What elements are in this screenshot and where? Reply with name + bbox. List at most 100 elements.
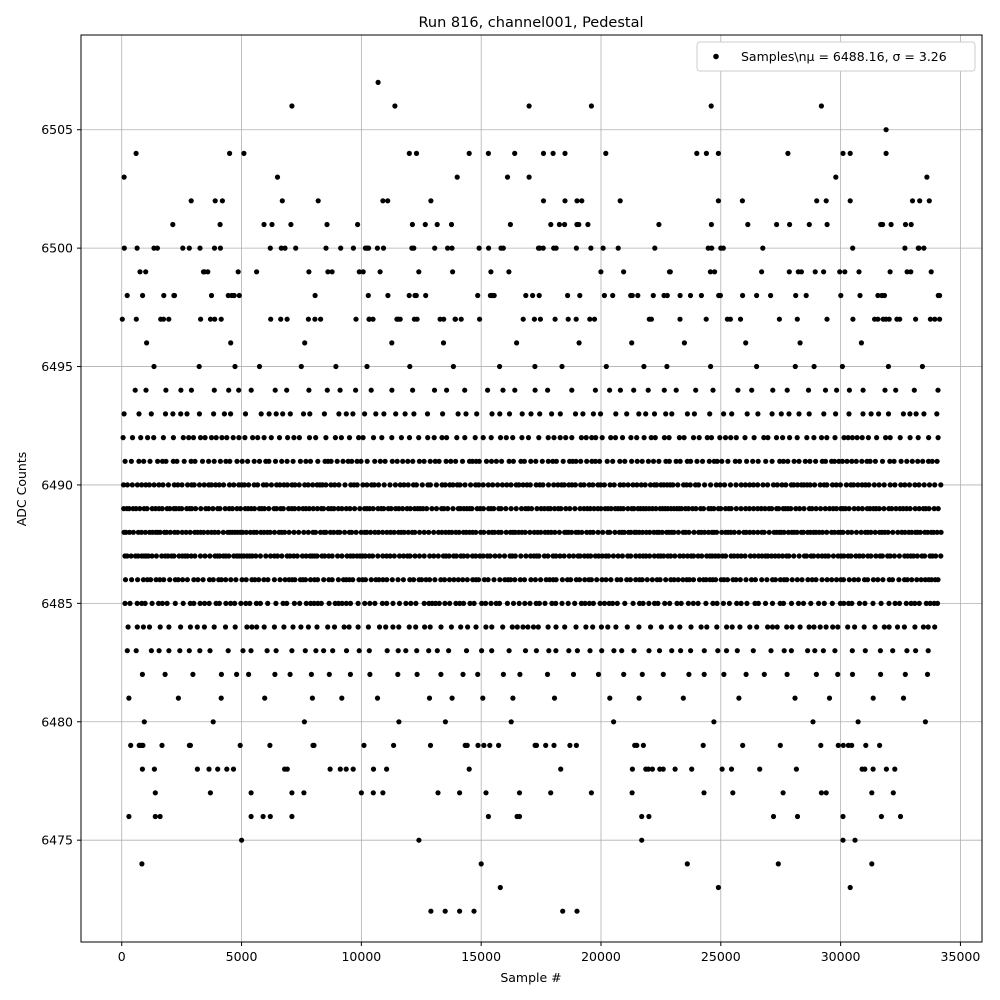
data-point	[276, 435, 283, 441]
data-point	[724, 624, 730, 630]
data-point	[331, 529, 337, 535]
outlier-point	[485, 150, 491, 156]
data-point	[471, 600, 477, 607]
data-point	[142, 600, 148, 607]
data-point	[483, 600, 489, 607]
data-point	[572, 600, 578, 607]
data-point	[598, 624, 605, 630]
x-tick-label: 20000	[581, 949, 621, 964]
data-point	[284, 458, 290, 464]
data-point	[673, 458, 679, 464]
data-point	[258, 411, 264, 417]
data-point	[216, 600, 222, 607]
data-point	[156, 482, 162, 488]
data-point	[390, 624, 396, 630]
data-point	[935, 435, 941, 441]
outlier-point	[241, 150, 247, 156]
data-point	[738, 506, 744, 512]
data-point	[134, 600, 140, 607]
data-point	[677, 316, 683, 322]
data-point	[391, 742, 397, 749]
data-point	[528, 458, 534, 464]
data-point	[677, 624, 683, 630]
data-point	[321, 411, 327, 417]
data-point	[825, 553, 832, 559]
data-point	[591, 506, 597, 512]
plot-frame	[80, 34, 983, 943]
data-point	[432, 245, 438, 251]
data-point	[791, 553, 797, 559]
data-point	[925, 529, 931, 535]
data-point	[721, 671, 727, 678]
data-point	[892, 766, 898, 772]
data-point	[776, 506, 782, 512]
data-point	[855, 506, 861, 512]
data-point	[480, 553, 486, 559]
data-point	[294, 553, 300, 559]
data-point	[506, 411, 513, 417]
data-point	[180, 577, 186, 583]
data-point	[781, 648, 787, 654]
data-point	[230, 766, 237, 772]
data-point	[392, 482, 398, 488]
data-point	[578, 600, 585, 607]
data-point	[193, 506, 199, 512]
data-point	[268, 316, 274, 322]
data-point	[292, 577, 298, 583]
data-point	[487, 553, 493, 559]
data-point	[504, 600, 510, 607]
data-point	[610, 458, 616, 464]
data-point	[846, 506, 852, 512]
data-point	[186, 648, 192, 654]
data-point	[841, 435, 847, 441]
data-point	[391, 553, 397, 559]
outlier-point	[385, 198, 391, 204]
data-point	[876, 482, 882, 488]
data-point	[870, 600, 876, 607]
data-point	[303, 458, 309, 464]
data-point	[450, 506, 456, 512]
data-point	[748, 577, 755, 583]
data-point	[740, 742, 746, 749]
data-point	[514, 340, 520, 346]
data-point	[217, 458, 223, 464]
data-point	[527, 482, 533, 488]
data-point	[641, 363, 647, 370]
data-point	[483, 458, 490, 464]
data-point	[760, 245, 766, 251]
data-point	[464, 553, 471, 559]
data-point	[529, 506, 535, 512]
data-point	[674, 600, 680, 607]
data-point	[218, 316, 224, 322]
data-point	[256, 458, 263, 464]
data-point	[614, 577, 620, 583]
data-point	[497, 435, 504, 441]
data-point	[639, 577, 645, 583]
data-point	[129, 482, 135, 488]
data-point	[226, 553, 232, 559]
data-point	[532, 387, 538, 393]
data-point	[343, 506, 349, 512]
data-point	[133, 506, 139, 512]
data-point	[189, 506, 195, 512]
legend-box	[696, 41, 976, 72]
data-point	[292, 482, 298, 488]
data-point	[322, 553, 328, 559]
data-point	[778, 411, 784, 417]
outlier-point	[478, 861, 484, 867]
data-point	[178, 411, 184, 417]
data-point	[395, 577, 401, 583]
data-point	[551, 435, 557, 441]
data-point	[765, 482, 771, 488]
data-point	[479, 600, 485, 607]
data-point	[207, 316, 214, 322]
data-point	[507, 221, 513, 228]
data-point	[599, 577, 605, 583]
outlier-point	[574, 908, 580, 914]
data-point	[465, 624, 471, 630]
data-point	[336, 482, 342, 488]
data-point	[237, 506, 244, 512]
data-point	[595, 529, 601, 535]
data-point	[600, 529, 606, 535]
data-point	[645, 458, 652, 464]
